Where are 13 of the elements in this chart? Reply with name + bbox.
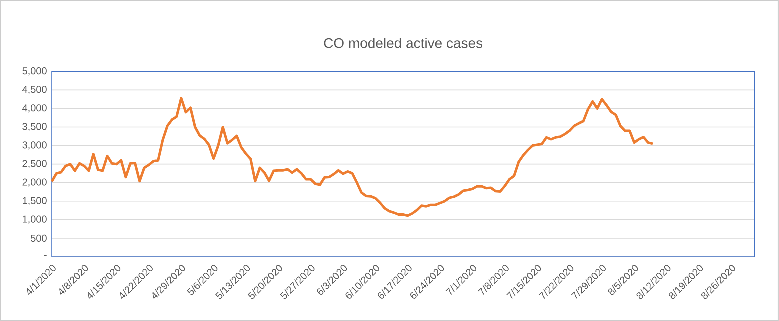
y-tick-label: 500	[31, 234, 47, 242]
chart-title: CO modeled active cases	[324, 38, 483, 48]
y-tick-label: 4,500	[22, 86, 47, 94]
y-tick-label: 3,000	[22, 142, 47, 150]
y-tick-label: 2,500	[22, 160, 47, 168]
y-tick-label: -	[44, 255, 47, 256]
y-tick-label: 3,500	[22, 123, 47, 132]
y-tick-label: 4,000	[22, 104, 47, 113]
y-tick-label: 5,000	[22, 68, 47, 76]
y-tick-label: 2,000	[22, 178, 47, 187]
y-tick-label: 1,500	[23, 197, 47, 206]
y-tick-label: 1,000	[23, 216, 47, 224]
line-series	[50, 97, 654, 218]
